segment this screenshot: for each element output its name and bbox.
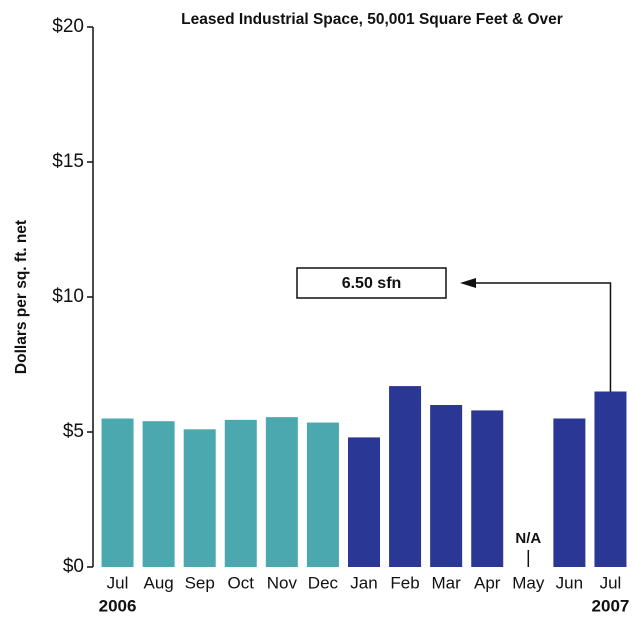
y-tick-label: $20 (52, 16, 84, 37)
x-tick-label: Apr (474, 573, 501, 592)
x-tick-label: Oct (228, 573, 255, 592)
annotation-box (296, 267, 447, 299)
y-tick-label: $15 (52, 151, 84, 172)
chart-title: Leased Industrial Space, 50,001 Square F… (181, 11, 563, 28)
bar (101, 418, 134, 567)
x-tick-label: Jun (556, 573, 583, 592)
bar (306, 422, 339, 567)
x-tick-label: May (512, 573, 545, 592)
bar (553, 418, 586, 567)
y-tick-label: $10 (52, 286, 84, 307)
bar (389, 386, 422, 567)
x-tick-label: Feb (390, 573, 419, 592)
bar (224, 419, 257, 567)
bar (430, 405, 463, 567)
y-tick-label: $5 (63, 421, 84, 442)
bar (471, 410, 504, 567)
x-tick-label: Aug (143, 573, 173, 592)
x-tick-label: Dec (308, 573, 339, 592)
annotation-arrow (474, 282, 612, 392)
value-label: 6.50 sfn (342, 275, 402, 292)
x-tick-label: Sep (185, 573, 215, 592)
x-tick-label: Jul (600, 573, 622, 592)
x-tick-label: Mar (432, 573, 462, 592)
bar (183, 429, 216, 567)
year-label: 2006 (99, 596, 137, 615)
x-tick-label: Jul (107, 573, 129, 592)
value-label: N/A (515, 530, 541, 547)
bar (265, 417, 298, 567)
year-label: 2007 (592, 596, 630, 615)
arrow-head (460, 278, 476, 288)
bar (594, 391, 627, 567)
y-tick-label: $0 (63, 556, 84, 577)
bar (142, 421, 175, 567)
y-axis-label: Dollars per sq. ft. net (13, 220, 30, 374)
x-tick-label: Nov (267, 573, 298, 592)
x-tick-label: Jan (350, 573, 377, 592)
bar (348, 437, 380, 567)
